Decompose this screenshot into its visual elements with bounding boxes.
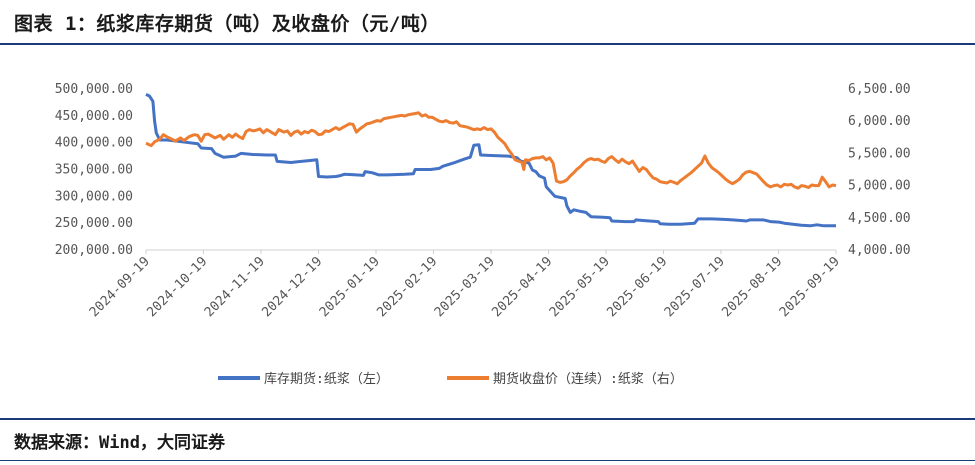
y-left-tick-label: 200,000.00 <box>55 243 133 258</box>
series-lines <box>145 93 837 228</box>
axes: 200,000.00 250,000.00 300,000.00 350,000.00… <box>55 82 911 320</box>
x-tick-label: 2025-08-19 <box>719 254 785 320</box>
chart-canvas: 200,000.00 250,000.00 300,000.00 350,000.00… <box>55 82 911 387</box>
header: 图表 1：纸浆库存期货（吨）及收盘价（元/吨） <box>0 0 975 45</box>
legend-label-close-price: 期货收盘价（连续）:纸浆（右） <box>493 371 683 387</box>
title-underline <box>0 43 975 45</box>
y-right-tick-label: 6,500.00 <box>848 82 911 97</box>
x-tick-label: 2025-03-19 <box>432 254 498 320</box>
legend: 库存期货:纸浆（左） 期货收盘价（连续）:纸浆（右） <box>218 371 683 387</box>
x-tick-label: 2025-05-19 <box>547 254 613 320</box>
x-tick-label: 2025-07-19 <box>662 254 728 320</box>
x-tick-label: 2025-02-19 <box>374 254 440 320</box>
x-tick-label: 2024-10-19 <box>144 254 210 320</box>
legend-label-inventory: 库存期货:纸浆（左） <box>264 371 389 387</box>
y-right-tick-label: 6,000.00 <box>848 114 911 129</box>
y-right-tick-label: 4,500.00 <box>848 211 911 226</box>
x-tick-label: 2025-01-19 <box>317 254 383 320</box>
x-tick-label: 2025-09-19 <box>777 254 843 320</box>
y-left-tick-label: 400,000.00 <box>55 136 133 151</box>
chart-title: 图表 1：纸浆库存期货（吨）及收盘价（元/吨） <box>14 13 440 35</box>
y-left-tick-label: 350,000.00 <box>55 163 133 178</box>
x-tick-label: 2025-06-19 <box>604 254 670 320</box>
footer-rule <box>0 418 975 420</box>
bottom-rule <box>0 460 975 461</box>
source-note: 数据来源：Wind，大同证券 <box>14 433 225 453</box>
y-right-tick-label: 4,000.00 <box>848 243 911 258</box>
y-left-tick-label: 250,000.00 <box>55 216 133 231</box>
x-tick-label: 2025-04-19 <box>489 254 555 320</box>
x-tick-label: 2024-09-19 <box>87 254 153 320</box>
close-price-series-line <box>145 111 837 190</box>
y-left-tick-label: 450,000.00 <box>55 109 133 124</box>
inventory-series-line <box>145 93 836 228</box>
y-right-tick-label: 5,500.00 <box>848 146 911 161</box>
x-tick-label: 2024-12-19 <box>259 254 325 320</box>
y-left-tick-label: 500,000.00 <box>55 82 133 97</box>
x-tick-label: 2024-11-19 <box>202 254 268 320</box>
y-right-tick-label: 5,000.00 <box>848 179 911 194</box>
y-left-tick-label: 300,000.00 <box>55 189 133 204</box>
